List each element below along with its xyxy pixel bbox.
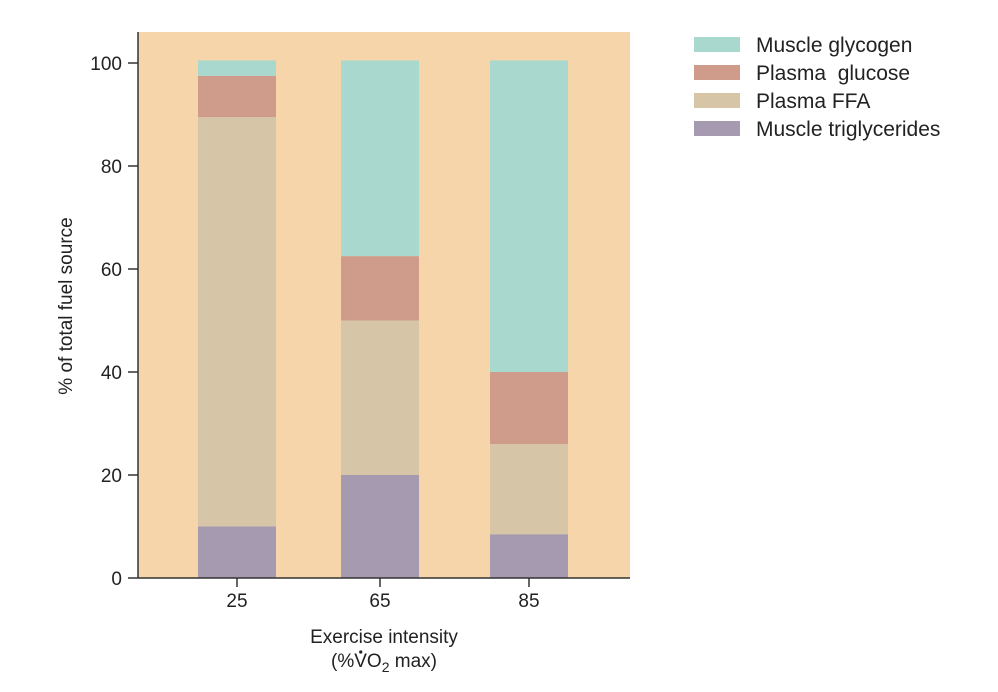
legend-swatch-muscle-triglycerides — [694, 121, 740, 136]
bar-segment-plasma-ffa-25 — [198, 117, 276, 527]
x-axis-title-suffix: max) — [390, 651, 438, 672]
bar-segment-muscle-triglycerides-25 — [198, 526, 276, 578]
legend-label-muscle-glycogen: Muscle glycogen — [756, 34, 912, 57]
y-tick-label-0: 0 — [111, 569, 122, 590]
bar-segment-plasma-ffa-65 — [341, 320, 419, 475]
x-tick-label-25: 25 — [226, 591, 247, 612]
legend-swatch-plasma-glucose — [694, 65, 740, 80]
bar-segment-muscle-glycogen-65 — [341, 60, 419, 257]
v-dot-mark — [359, 650, 363, 654]
legend-label-plasma-ffa: Plasma FFA — [756, 90, 870, 113]
legend-label-plasma-glucose: Plasma glucose — [756, 62, 910, 85]
legend-label-muscle-triglycerides: Muscle triglycerides — [756, 118, 940, 141]
x-axis-title-o: O — [367, 651, 382, 672]
y-tick-label-60: 60 — [101, 260, 122, 281]
bar-segment-plasma-glucose-25 — [198, 75, 276, 118]
y-tick-label-80: 80 — [101, 157, 122, 178]
y-tick-label-100: 100 — [90, 54, 122, 75]
legend-swatch-muscle-glycogen — [694, 37, 740, 52]
legend: Muscle glycogen Plasma glucose Plasma FFA M… — [694, 34, 940, 141]
y-axis-title: % of total fuel source — [56, 217, 77, 394]
axes: 0 20 40 60 80 100 25 65 85 — [90, 32, 630, 612]
bar-segment-plasma-glucose-85 — [490, 372, 568, 445]
legend-swatch-plasma-ffa — [694, 93, 740, 108]
bar-segment-muscle-triglycerides-65 — [341, 475, 419, 578]
x-axis-title-prefix: (% — [331, 651, 354, 672]
bar-segment-muscle-glycogen-85 — [490, 60, 568, 373]
bar-segment-plasma-glucose-65 — [341, 256, 419, 321]
x-tick-label-85: 85 — [518, 591, 539, 612]
bar-stacks — [198, 60, 568, 578]
x-axis-title-v: V — [354, 651, 367, 672]
x-axis-title-subscript: 2 — [382, 659, 390, 675]
y-tick-label-20: 20 — [101, 466, 122, 487]
x-axis-title-line2: (%VO2 max) — [331, 651, 437, 675]
bar-segment-plasma-ffa-85 — [490, 444, 568, 535]
x-axis-title: Exercise intensity — [310, 627, 458, 648]
x-tick-label-65: 65 — [369, 591, 390, 612]
bar-segment-muscle-glycogen-25 — [198, 60, 276, 76]
y-tick-label-40: 40 — [101, 363, 122, 384]
bar-segment-muscle-triglycerides-85 — [490, 534, 568, 578]
